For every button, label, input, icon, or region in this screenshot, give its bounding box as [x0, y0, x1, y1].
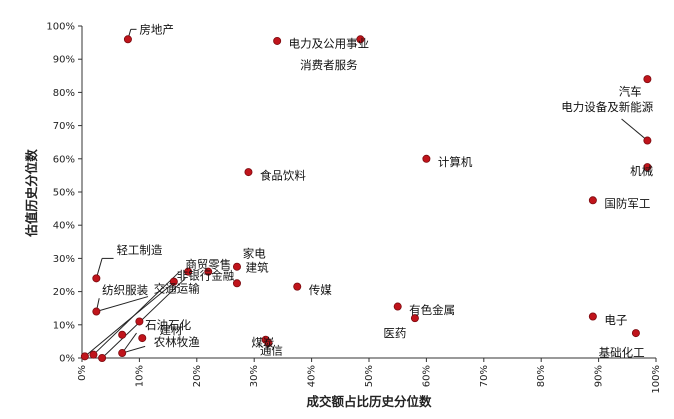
point-传媒 — [293, 282, 302, 291]
leader-line — [93, 271, 180, 356]
point-消费者服务 — [356, 35, 365, 44]
point-商贸零售 — [204, 267, 213, 276]
y-tick-label: 50% — [53, 188, 75, 199]
point-房地产 — [123, 35, 132, 44]
leader-line — [101, 277, 186, 359]
point-建材 — [118, 330, 127, 339]
point-通信 — [264, 339, 273, 348]
x-tick-label: 80% — [536, 365, 547, 387]
point-纺织服装 — [92, 307, 101, 316]
y-axis-title: 估值历史分位数 — [24, 149, 39, 238]
x-axis-title: 成交额占比历史分位数 — [306, 394, 432, 409]
point-农林牧渔 — [138, 334, 147, 343]
point-label: 农林牧渔 — [154, 335, 200, 349]
point-银行 — [80, 352, 89, 361]
point-label: 商贸零售 — [185, 257, 231, 271]
point-label: 轻工制造 — [116, 243, 162, 257]
point-有色金属 — [393, 302, 402, 311]
point-label: 通信 — [260, 344, 283, 358]
point-汽车 — [643, 75, 652, 84]
point-建筑 — [232, 279, 241, 288]
point-label: 石油石化 — [145, 318, 191, 332]
x-tick-label: 30% — [249, 365, 260, 387]
y-tick-label: 30% — [53, 254, 75, 265]
y-tick-label: 20% — [53, 287, 75, 298]
point-电力及公用事业 — [273, 36, 282, 45]
y-tick-label: 100% — [46, 22, 75, 33]
point-label: 建筑 — [246, 261, 269, 275]
x-tick-label: 50% — [364, 365, 375, 387]
point-label: 医药 — [383, 326, 406, 340]
x-tick-label: 10% — [134, 365, 145, 387]
point-label: 家电 — [243, 246, 266, 260]
point-食品饮料 — [244, 168, 253, 177]
point-石油石化 — [135, 317, 144, 326]
x-tick-label: 100% — [651, 365, 662, 394]
point-非银行金融 — [184, 267, 193, 276]
point-label: 电力设备及新能源 — [561, 100, 653, 114]
data-points — [80, 35, 652, 362]
point-label: 建材 — [159, 323, 182, 337]
y-tick-label: 10% — [53, 320, 75, 331]
x-tick-label: 70% — [479, 365, 490, 387]
x-tick-label: 60% — [421, 365, 432, 387]
point-计算机 — [422, 154, 431, 163]
y-tick-label: 70% — [53, 121, 75, 132]
point-电子 — [588, 312, 597, 321]
y-tick-label: 60% — [53, 154, 75, 165]
leader-line — [121, 332, 137, 354]
point-label: 电子 — [604, 313, 627, 327]
point-label: 电力及公用事业 — [289, 36, 370, 50]
leader-line — [84, 284, 172, 357]
leader-line — [96, 296, 149, 313]
point-基础化工 — [631, 329, 640, 338]
point-医药 — [410, 314, 419, 323]
x-tick-label: 40% — [307, 365, 318, 387]
point-label: 非银行金融 — [177, 269, 235, 283]
point-交通运输 — [169, 277, 178, 286]
y-tick-label: 40% — [53, 221, 75, 232]
point-label: 房地产 — [139, 22, 174, 36]
leader-lines — [84, 28, 648, 359]
point-label: 传媒 — [309, 283, 332, 297]
point-label: 食品饮料 — [260, 168, 306, 182]
point-电力设备及新能源 — [643, 136, 652, 145]
point-label: 机械 — [630, 164, 653, 178]
leader-line — [621, 118, 648, 141]
x-tick-label: 20% — [192, 365, 203, 387]
point-综合 — [89, 350, 98, 359]
point-label: 国防军工 — [604, 197, 650, 211]
point-label: 基础化工 — [599, 346, 645, 360]
y-tick-label: 90% — [53, 55, 75, 66]
point-label: 煤炭 — [251, 335, 274, 349]
point-label: 纺织服装 — [102, 283, 148, 297]
point-label: 消费者服务 — [300, 58, 358, 72]
point-label: 汽车 — [619, 84, 642, 98]
point-综合金融 — [98, 353, 107, 362]
axes: 0% 10% 20% 30% 40% 50% 60% 70% 80% 90% 100% 0% 10% 20… — [46, 22, 662, 394]
point-国防军工 — [588, 196, 597, 205]
x-tick-label: 90% — [594, 365, 605, 387]
point-机械 — [643, 163, 652, 172]
point-label: 交通运输 — [154, 281, 200, 295]
point-label: 计算机 — [438, 155, 473, 169]
y-tick-label: 80% — [53, 88, 75, 99]
y-tick-label: 0% — [59, 354, 75, 365]
point-轻工制造 — [92, 274, 101, 283]
point-家电 — [232, 262, 241, 271]
point-钢铁 — [118, 349, 127, 358]
point-label: 有色金属 — [409, 303, 455, 317]
x-tick-label: 0% — [77, 365, 88, 381]
